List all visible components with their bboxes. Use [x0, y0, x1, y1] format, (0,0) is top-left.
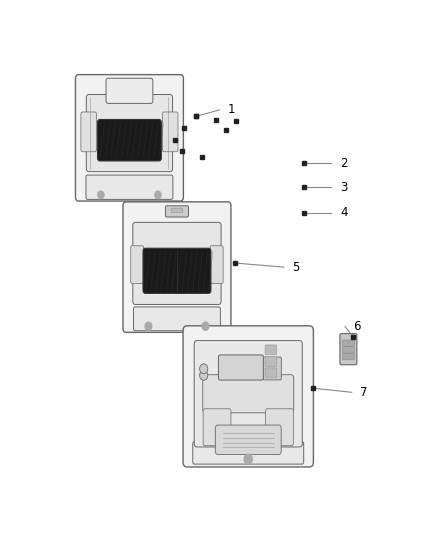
FancyBboxPatch shape: [193, 442, 304, 464]
Circle shape: [145, 322, 152, 330]
Circle shape: [155, 191, 161, 199]
Text: 4: 4: [340, 206, 347, 220]
FancyBboxPatch shape: [265, 368, 277, 378]
FancyBboxPatch shape: [342, 340, 354, 346]
FancyBboxPatch shape: [106, 78, 153, 103]
Text: 7: 7: [360, 386, 368, 399]
FancyBboxPatch shape: [265, 357, 277, 366]
FancyBboxPatch shape: [131, 246, 144, 284]
Circle shape: [98, 191, 104, 199]
Text: 2: 2: [340, 157, 347, 170]
FancyBboxPatch shape: [340, 334, 357, 365]
FancyBboxPatch shape: [265, 409, 293, 446]
FancyBboxPatch shape: [203, 409, 231, 446]
FancyBboxPatch shape: [263, 357, 281, 380]
FancyBboxPatch shape: [81, 112, 96, 152]
FancyBboxPatch shape: [123, 202, 231, 333]
FancyBboxPatch shape: [219, 355, 263, 380]
Circle shape: [202, 322, 209, 330]
Text: 6: 6: [353, 320, 361, 333]
FancyBboxPatch shape: [86, 94, 173, 172]
FancyBboxPatch shape: [143, 248, 211, 293]
FancyBboxPatch shape: [171, 208, 183, 213]
FancyBboxPatch shape: [86, 175, 173, 199]
FancyBboxPatch shape: [162, 112, 178, 152]
FancyBboxPatch shape: [134, 307, 220, 330]
Circle shape: [200, 364, 208, 374]
Text: 1: 1: [228, 103, 235, 116]
FancyBboxPatch shape: [203, 375, 294, 413]
FancyBboxPatch shape: [183, 326, 314, 467]
FancyBboxPatch shape: [342, 353, 354, 360]
FancyBboxPatch shape: [215, 425, 281, 455]
FancyBboxPatch shape: [98, 119, 161, 161]
FancyBboxPatch shape: [166, 206, 188, 217]
Circle shape: [200, 370, 208, 381]
Text: 5: 5: [293, 261, 300, 273]
FancyBboxPatch shape: [75, 75, 184, 201]
FancyBboxPatch shape: [194, 341, 302, 447]
FancyBboxPatch shape: [210, 246, 223, 284]
Circle shape: [244, 454, 252, 464]
FancyBboxPatch shape: [342, 346, 354, 353]
Text: 3: 3: [340, 181, 347, 193]
FancyBboxPatch shape: [265, 345, 277, 355]
FancyBboxPatch shape: [133, 222, 221, 304]
